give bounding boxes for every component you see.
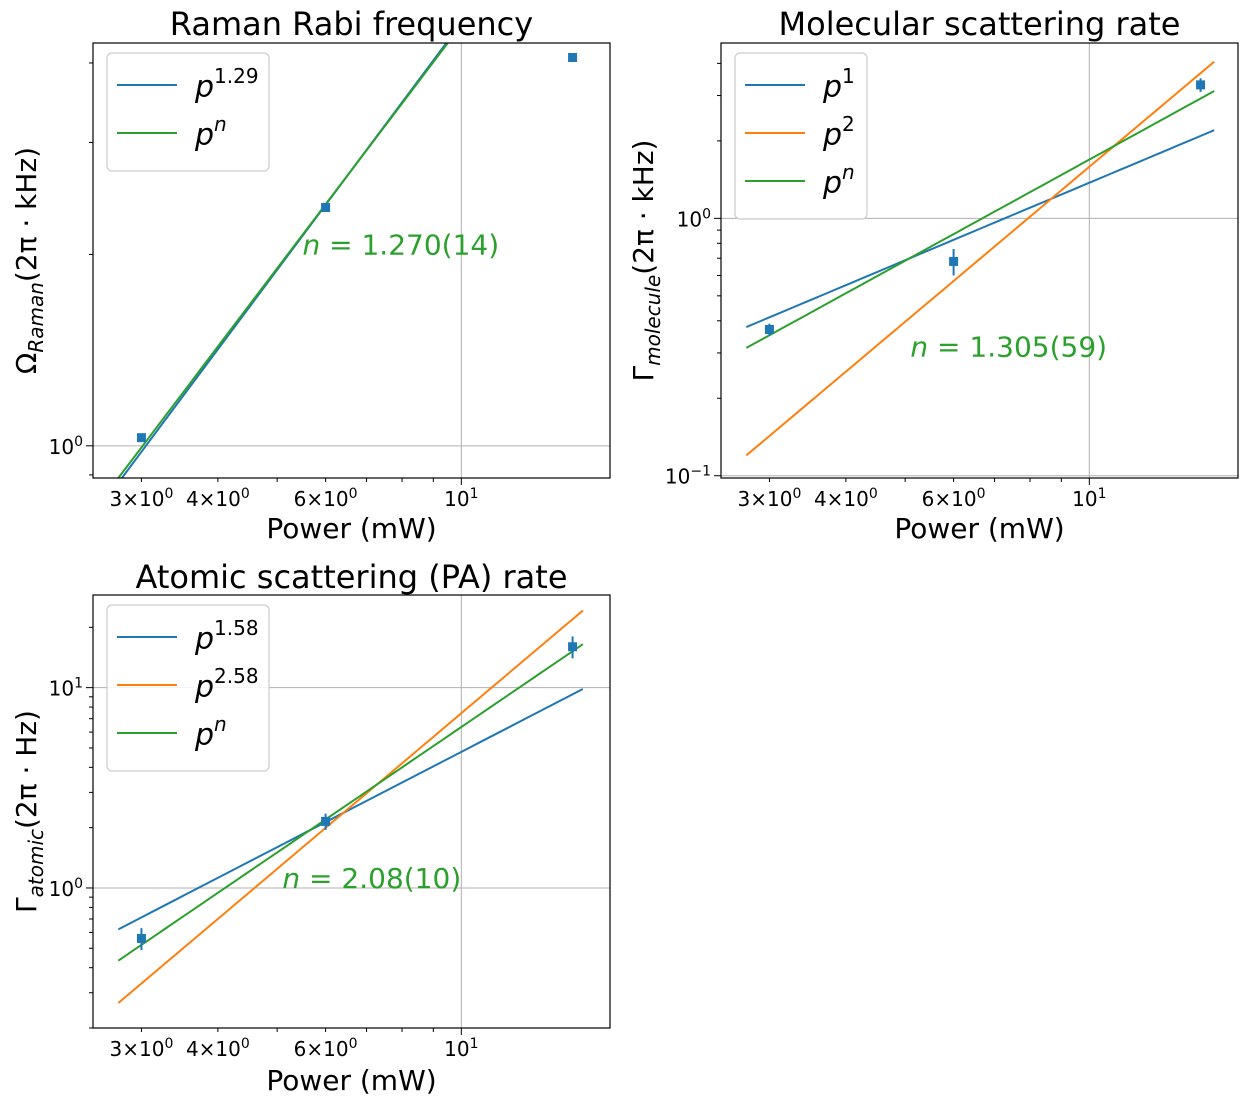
x-tick-label: 6×100 — [294, 486, 358, 511]
legend: p1.58 p2.58 pn — [106, 604, 270, 772]
data-point — [1196, 80, 1206, 90]
data-point — [949, 256, 959, 266]
x-tick-label: 6×100 — [294, 1036, 358, 1061]
x-tick-label: 4×100 — [186, 1036, 250, 1061]
annotation-text: n = 2.08(10) — [282, 862, 461, 895]
data-point — [136, 933, 146, 943]
x-tick-label: 3×100 — [110, 486, 174, 511]
y-tick-label: 100 — [677, 206, 711, 231]
y-axis-label: Γmolecule(2π · kHz) — [627, 140, 665, 382]
x-tick-label: 101 — [444, 486, 478, 511]
x-tick-label: 101 — [1072, 486, 1106, 511]
y-tick-label: 100 — [49, 434, 83, 459]
x-tick-label: 3×100 — [110, 1036, 174, 1061]
legend-box — [106, 604, 270, 772]
fit-line-2 — [117, 43, 450, 478]
fit-line-2 — [745, 60, 1215, 457]
fit-line-2 — [117, 609, 584, 1004]
legend-box — [106, 52, 270, 172]
legend: p1 p2 pn — [734, 52, 868, 220]
plot-area — [745, 60, 1215, 457]
chart-panel-3: 3×100 4×100 6×100 101 100 101 n = 2.08(10) p1.5… — [10, 558, 611, 1097]
x-tick-label: 3×100 — [738, 486, 802, 511]
x-axis-label: Power (mW) — [894, 512, 1064, 545]
x-tick-label: 4×100 — [186, 486, 250, 511]
fit-line-1 — [117, 688, 584, 931]
y-axis-label: ΩRaman(2π · kHz) — [10, 147, 48, 374]
legend-label: pn — [194, 112, 227, 153]
fit-line-3 — [117, 643, 584, 962]
x-axis-label: Power (mW) — [266, 1064, 436, 1097]
legend-label: pn — [822, 160, 855, 201]
legend-box — [734, 52, 868, 220]
x-axis-label: Power (mW) — [266, 512, 436, 545]
data-point — [764, 324, 774, 334]
chart-title: Raman Rabi frequency — [170, 5, 533, 43]
axes-frame — [92, 594, 611, 1029]
plot-area — [117, 43, 578, 478]
legend-label: p2 — [822, 112, 855, 153]
chart-title: Molecular scattering rate — [779, 5, 1181, 43]
annotation-text: n = 1.270(14) — [302, 228, 499, 261]
legend-label: p2.58 — [194, 664, 259, 705]
legend-label: p1.29 — [194, 64, 259, 105]
annotation-text: n = 1.305(59) — [910, 331, 1107, 364]
y-axis-label: Γatomic(2π · Hz) — [10, 710, 48, 913]
legend: p1.29 pn — [106, 52, 270, 172]
y-tick-label: 10−1 — [665, 464, 711, 489]
plot-area — [117, 609, 584, 1004]
fit-line-1 — [745, 129, 1215, 328]
data-point — [321, 203, 331, 213]
data-point — [568, 53, 578, 63]
legend-label: p1.58 — [194, 616, 259, 657]
data-point — [321, 816, 331, 826]
axes-frame — [720, 42, 1239, 479]
legend-label: pn — [194, 712, 227, 753]
x-tick-label: 4×100 — [814, 486, 878, 511]
chart-panel-2: 3×100 4×100 6×100 101 10−1 100 n = 1.305(59) p1… — [627, 5, 1239, 545]
data-point — [568, 642, 578, 652]
x-tick-label: 6×100 — [922, 486, 986, 511]
chart-title: Atomic scattering (PA) rate — [135, 558, 567, 596]
axes-frame — [92, 42, 611, 479]
fit-line-3 — [745, 90, 1215, 349]
y-tick-label: 101 — [49, 676, 83, 701]
x-tick-label: 101 — [444, 1036, 478, 1061]
data-point — [136, 433, 146, 443]
y-tick-label: 100 — [49, 876, 83, 901]
legend-label: p1 — [822, 64, 855, 105]
